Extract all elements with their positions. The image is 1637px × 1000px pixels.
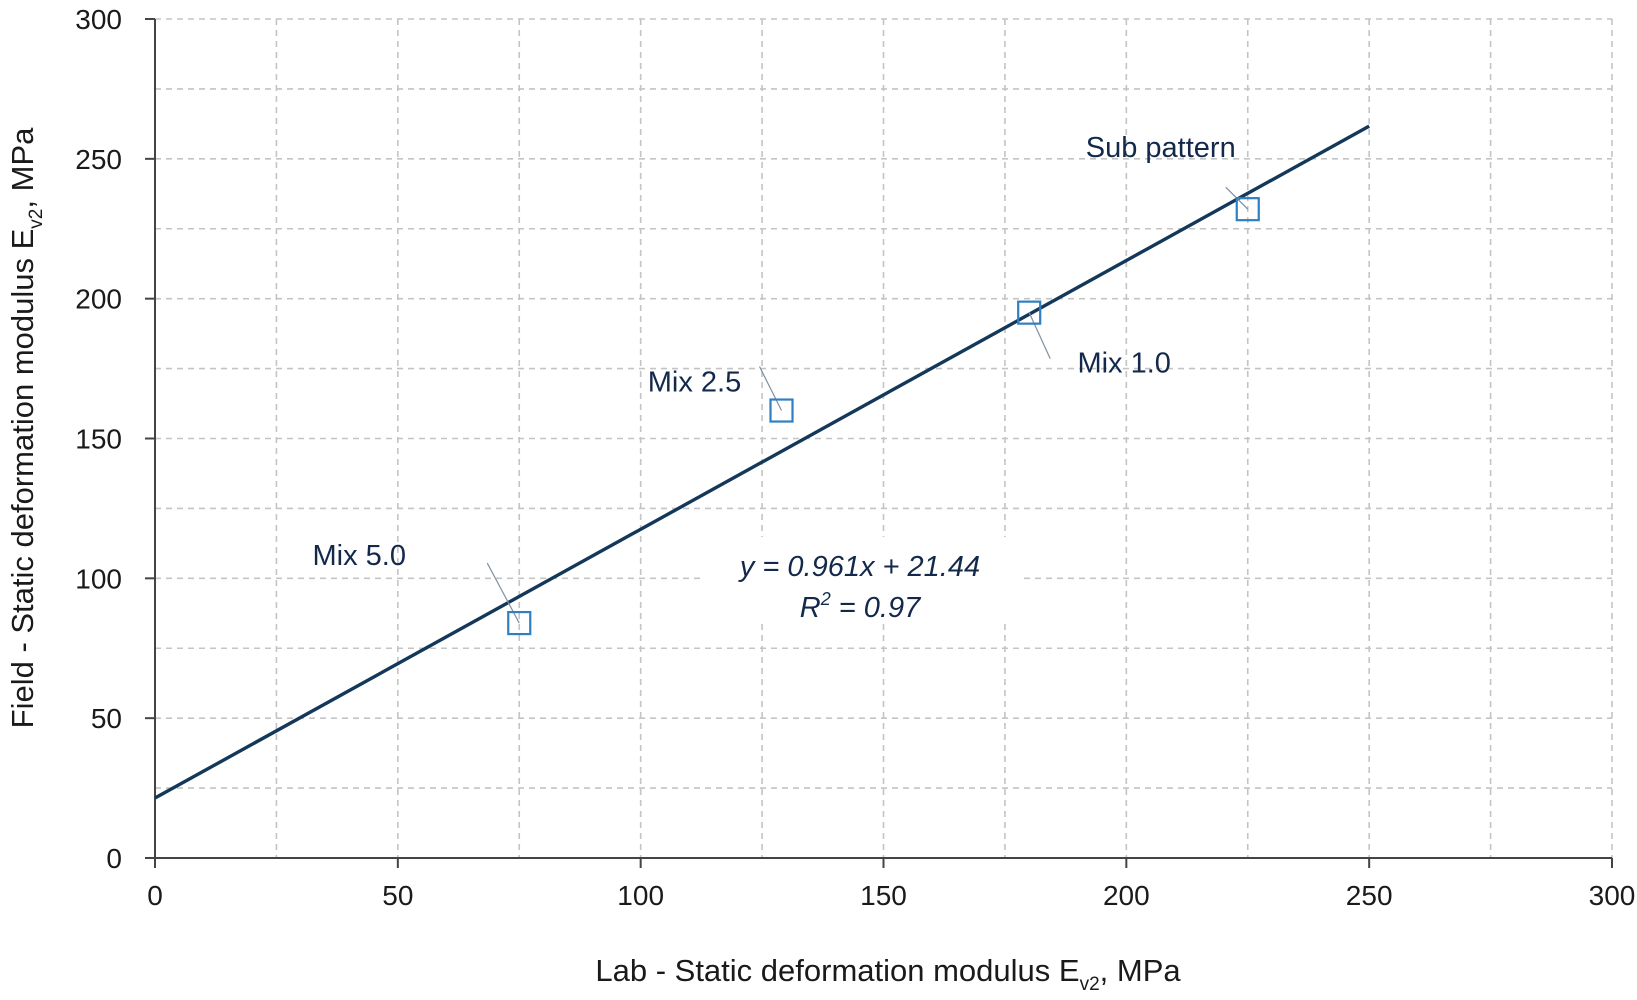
data-point-square: [507, 610, 532, 636]
r-squared-superscript: 2: [820, 589, 831, 609]
x-tick-label: 300: [1589, 880, 1636, 911]
grid: [155, 18, 1613, 858]
x-tick-label: 100: [617, 880, 664, 911]
leader-line: [486, 562, 520, 624]
y-axis-title: Field - Static deformation modulus Ev2, …: [5, 127, 47, 728]
data-point-square: [1235, 197, 1260, 222]
data-point-label: Mix 5.0: [313, 540, 406, 572]
x-tick-label: 50: [382, 880, 413, 911]
y-tick-label: 250: [75, 144, 122, 175]
x-tick-label: 250: [1346, 880, 1393, 911]
y-tick-label: 300: [75, 4, 122, 35]
y-tick-label: 200: [75, 284, 122, 315]
tick-labels: 0 50 100 150 200 250 300 0 50 100 150 200 250 300: [75, 4, 1635, 911]
x-axis-title: Lab - Static deformation modulus Ev2, MP…: [595, 953, 1181, 995]
trendline-group: [154, 124, 1370, 800]
trendline-equation: y = 0.961x + 21.44: [738, 551, 980, 583]
data-point-label: Sub pattern: [1086, 132, 1236, 164]
y-tick-label: 150: [75, 424, 122, 455]
y-tick-label: 100: [75, 563, 122, 594]
x-axis-title-main: Lab - Static deformation modulus E: [595, 953, 1079, 988]
y-axis-title-unit: , MPa: [5, 127, 40, 209]
point-labels: Mix 5.0 Mix 2.5 Mix 1.0 Sub pattern: [313, 132, 1236, 572]
r-squared-label: R2 = 0.97: [800, 589, 922, 624]
y-axis-title-subscript: v2: [26, 209, 47, 229]
trendline: [154, 124, 1370, 800]
data-point-square: [769, 398, 794, 423]
y-tick-label: 50: [91, 703, 122, 734]
r-squared-value: = 0.97: [831, 592, 922, 624]
r-squared-symbol: R: [800, 592, 821, 624]
y-axis-title-main: Field - Static deformation modulus E: [5, 229, 40, 729]
leader-line: [1028, 312, 1051, 359]
x-tick-label: 200: [1103, 880, 1150, 911]
x-tick-label: 150: [860, 880, 907, 911]
x-axis-title-subscript: v2: [1080, 974, 1100, 995]
data-points: [507, 197, 1260, 636]
data-point-label: Mix 2.5: [648, 367, 741, 399]
y-tick-label: 0: [106, 843, 122, 874]
data-point-label: Mix 1.0: [1077, 348, 1170, 380]
x-axis-title-unit: , MPa: [1100, 953, 1182, 988]
trendline-equation-box: y = 0.961x + 21.44 R2 = 0.97: [700, 537, 1020, 624]
leader-line: [758, 366, 783, 411]
x-tick-label: 0: [147, 880, 163, 911]
data-point-square: [1017, 300, 1042, 325]
